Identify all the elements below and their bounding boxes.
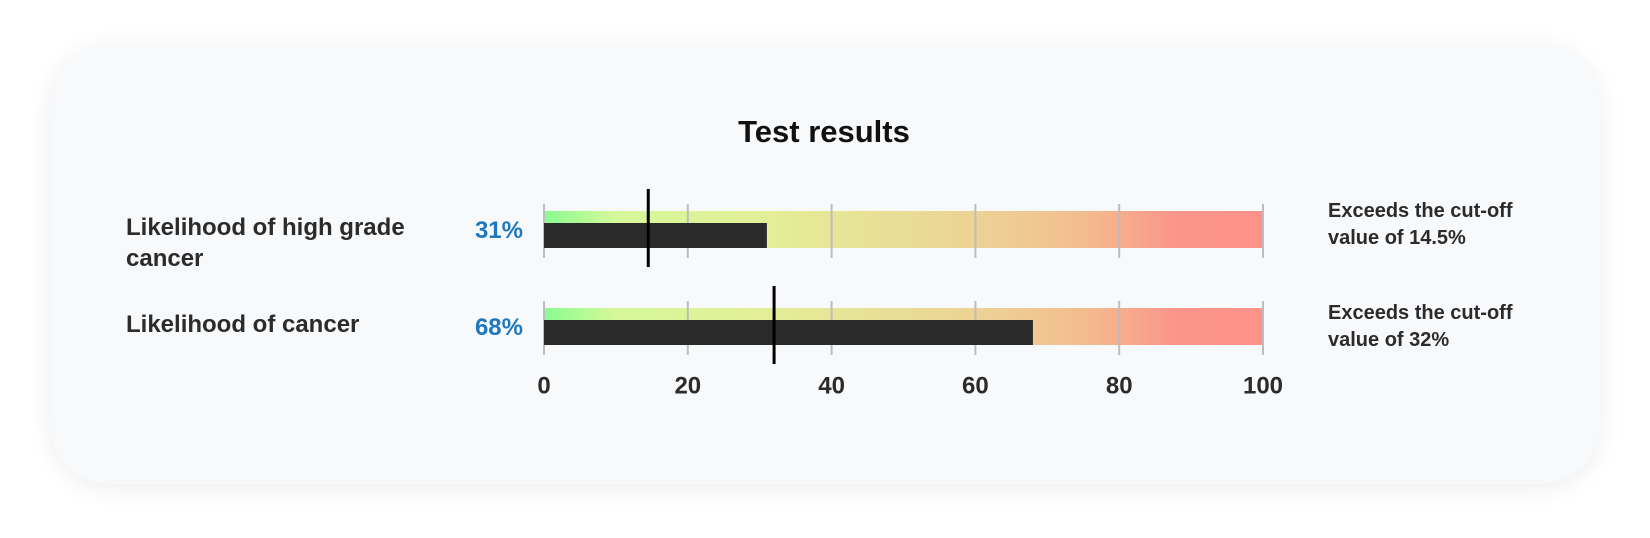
x-tick-label: 0 [537,372,550,399]
note: Exceeds the cut-off value of 32% [1328,302,1513,351]
note: Exceeds the cut-off value of 14.5% [1328,200,1513,249]
category-label: Likelihood of cancer [126,311,360,338]
chart-title: Test results [738,114,910,149]
x-tick-label: 80 [1106,372,1133,399]
category-label: Likelihood of high grade cancer [126,214,405,272]
value-bar [544,223,767,248]
card [50,44,1600,484]
value-label: 31% [475,217,523,244]
value-label: 68% [475,314,523,341]
x-tick-label: 20 [674,372,701,399]
x-tick-label: 40 [818,372,845,399]
value-bar [544,320,1033,345]
x-tick-label: 100 [1243,372,1283,399]
x-tick-label: 60 [962,372,989,399]
